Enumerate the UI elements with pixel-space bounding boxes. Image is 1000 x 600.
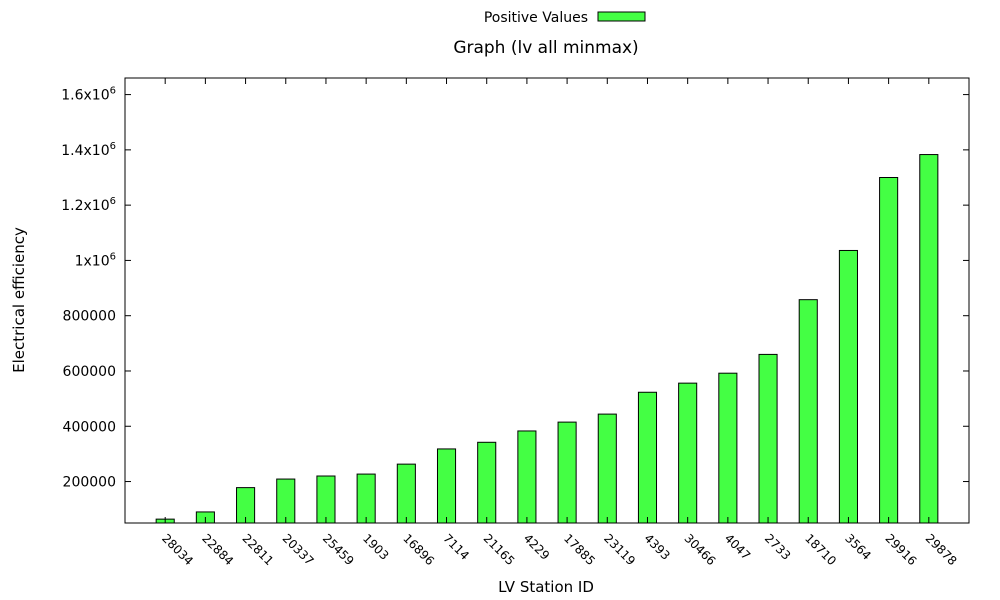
x-tick-label: 4047 bbox=[722, 531, 753, 562]
bars-layer bbox=[155, 154, 939, 524]
bar-25459 bbox=[316, 475, 336, 524]
x-tick-label: 4393 bbox=[641, 531, 672, 562]
x-tick-label: 2733 bbox=[762, 531, 793, 562]
y-tick-label: 600000 bbox=[63, 364, 116, 380]
bar-20337 bbox=[276, 478, 296, 524]
x-tick-label: 28034 bbox=[159, 531, 196, 568]
x-tick-label: 3564 bbox=[842, 531, 873, 562]
bar-23119 bbox=[597, 413, 617, 524]
bar-18710 bbox=[798, 299, 818, 524]
bar-1903 bbox=[356, 473, 376, 524]
x-tick-label: 22884 bbox=[199, 531, 236, 568]
x-tick-label: 7114 bbox=[440, 531, 471, 562]
legend: Positive Values bbox=[484, 10, 646, 26]
bar-17885 bbox=[557, 421, 577, 524]
y-tick-label: 1.2x106 bbox=[61, 196, 116, 214]
x-tick-label: 17885 bbox=[561, 531, 598, 568]
x-axis-label: LV Station ID bbox=[498, 578, 594, 596]
x-tick-label: 23119 bbox=[601, 531, 638, 568]
y-axis-label: Electrical efficiency bbox=[10, 227, 28, 373]
x-tick-label: 16896 bbox=[400, 531, 437, 568]
bar-3564 bbox=[838, 249, 858, 524]
bar-4393 bbox=[637, 391, 658, 524]
chart-title: Graph (lv all minmax) bbox=[453, 38, 638, 58]
bar-30466 bbox=[678, 382, 698, 524]
y-tick-label: 800000 bbox=[63, 309, 116, 325]
ticks-layer bbox=[125, 78, 969, 523]
x-tick-label: 29916 bbox=[882, 531, 919, 568]
x-tick-label: 22811 bbox=[239, 531, 276, 568]
x-tick-labels: 28034 22884 22811 20337 25459 1903 16896 7114 21… bbox=[159, 531, 960, 568]
y-tick-label: 1.4x106 bbox=[61, 141, 116, 159]
y-tick-label: 1x106 bbox=[75, 251, 116, 269]
x-tick-label: 21165 bbox=[481, 531, 518, 568]
x-tick-label: 18710 bbox=[802, 531, 839, 568]
x-tick-label: 25459 bbox=[320, 531, 357, 568]
bar-29916 bbox=[879, 177, 899, 524]
bar-4047 bbox=[718, 372, 738, 524]
bar-4229 bbox=[517, 430, 537, 524]
x-tick-label: 1903 bbox=[360, 531, 391, 562]
legend-swatch bbox=[597, 11, 646, 22]
x-tick-label: 29878 bbox=[923, 531, 960, 568]
y-tick-label: 200000 bbox=[63, 475, 116, 491]
bar-29878 bbox=[919, 154, 939, 524]
y-tick-label: 400000 bbox=[63, 419, 116, 435]
y-tick-label: 1.6x106 bbox=[61, 86, 116, 104]
x-tick-label: 30466 bbox=[682, 531, 719, 568]
x-tick-label: 20337 bbox=[280, 531, 317, 568]
bar-21165 bbox=[477, 441, 497, 524]
bar-7114 bbox=[436, 448, 457, 524]
bar-2733 bbox=[758, 353, 778, 524]
x-tick-label: 4229 bbox=[521, 531, 552, 562]
legend-label: Positive Values bbox=[484, 10, 588, 26]
plot-frame bbox=[124, 77, 970, 524]
bar-16896 bbox=[396, 463, 416, 524]
y-tick-labels: 200000 400000 600000 800000 1x106 1.2x106 1.4x… bbox=[61, 86, 116, 491]
